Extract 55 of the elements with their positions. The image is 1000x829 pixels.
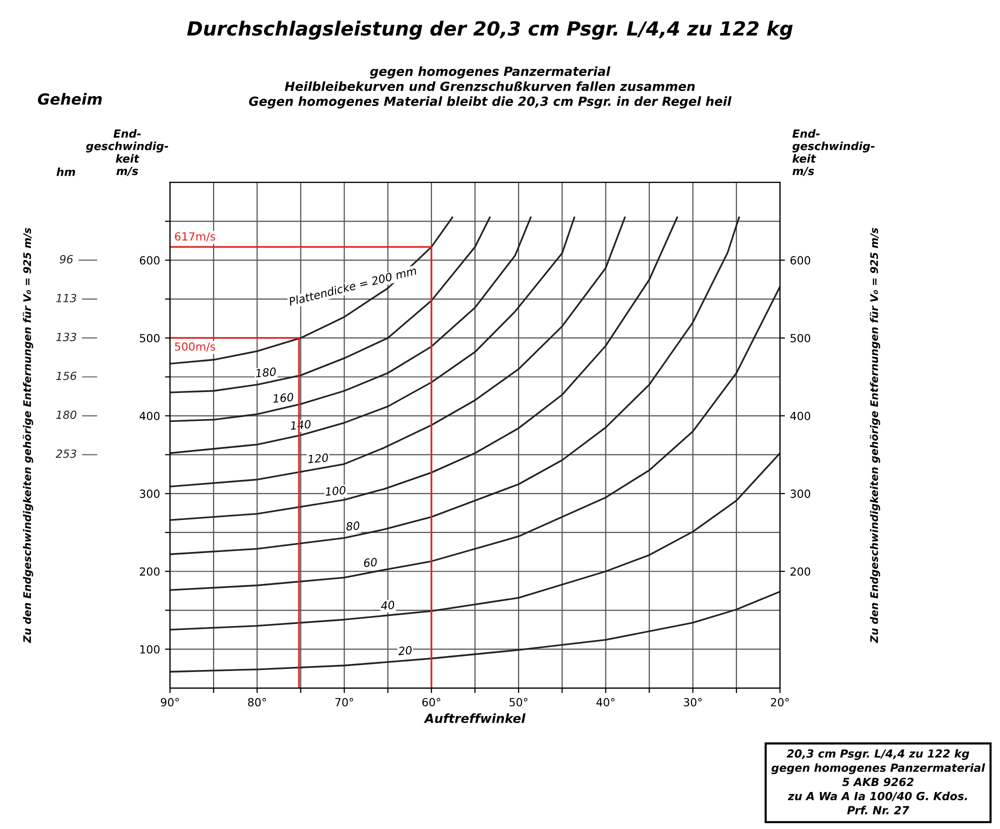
y2-tick-label: 200	[790, 567, 810, 576]
series-label: 100	[325, 486, 346, 496]
y-tick-label: 300	[140, 490, 160, 498]
line-series	[170, 216, 626, 488]
series-label: 20	[398, 646, 412, 656]
x-tick-label: 70°	[335, 698, 354, 706]
line-series	[170, 286, 780, 591]
x-tick-label: 80°	[248, 698, 266, 706]
annotation: 500m/s	[175, 342, 216, 352]
x-tick-label: 30°	[684, 698, 702, 706]
y-axis-title: End- geschwindig- keit m/s	[86, 129, 168, 176]
x-tick-label: 20°	[770, 698, 789, 706]
text: hm	[56, 167, 76, 176]
chart-subtitle: gegen homogenes Panzermaterial Heilbleibekurven und Grenzschußkurven fallen zusammen Gegen homogenes Material bleibt die 20,3 cm Psgr. in der Regel heil	[249, 66, 732, 109]
series-label: 60	[364, 558, 378, 568]
text: 180	[56, 410, 76, 419]
line-series	[170, 216, 454, 364]
chart-title: Durchschlagsleistung der 20,3 cm Psgr. L/4,4 zu 122 kg	[187, 20, 793, 40]
y2-tick-label: 400	[790, 412, 810, 420]
y2-axis-title: End- geschwindig- keit m/s	[792, 129, 874, 176]
y-tick-label: 400	[140, 412, 160, 420]
y2-tick-label: 500	[790, 334, 810, 342]
x-tick-label: 60°	[422, 698, 440, 706]
x-tick-label: 50°	[510, 698, 528, 706]
line-series	[170, 452, 780, 631]
line-series	[170, 590, 780, 673]
series-label: 160	[272, 392, 294, 403]
text: Zu den Endgeschwindigkeiten gehörige Entfernungen für V₀ = 925 m/s	[22, 228, 34, 644]
series-label: 180	[255, 367, 276, 378]
annotation: 617m/s	[174, 232, 216, 242]
line-series	[170, 216, 576, 454]
y2-tick-label: 300	[790, 490, 810, 498]
line-series	[170, 216, 678, 521]
text: Geheim	[38, 92, 102, 105]
line-series	[170, 216, 491, 394]
text: 156	[56, 372, 76, 380]
text: 253	[56, 449, 76, 458]
line-series	[170, 216, 740, 556]
text: Zu den Endgeschwindigkeiten gehörige Entfernungen für V₀ = 925 m/s	[870, 228, 880, 644]
text: 133	[56, 332, 76, 342]
y2-tick-label: 600	[790, 256, 810, 265]
y-tick-label: 600	[140, 256, 160, 265]
text: 96	[60, 255, 73, 264]
series-label: 40	[380, 600, 395, 610]
series-label: 120	[308, 453, 328, 464]
text: 20,3 cm Psgr. L/4,4 zu 122 kg gegen homogenes Panzermaterial 5 AKB 9262 zu A Wa A Ia 100/40 G. Kdos. Prf. Nr. 27	[771, 749, 986, 814]
series-label: 80	[346, 521, 360, 531]
y-tick-label: 200	[140, 567, 160, 576]
x-axis-title: Auftreffwinkel	[424, 713, 526, 724]
x-tick-label: 40°	[596, 698, 615, 706]
text: 113	[56, 294, 76, 302]
y-tick-label: 500	[140, 334, 160, 342]
series-label: 140	[290, 420, 311, 430]
x-tick-label: 90°	[160, 698, 179, 706]
y-tick-label: 100	[140, 645, 160, 654]
